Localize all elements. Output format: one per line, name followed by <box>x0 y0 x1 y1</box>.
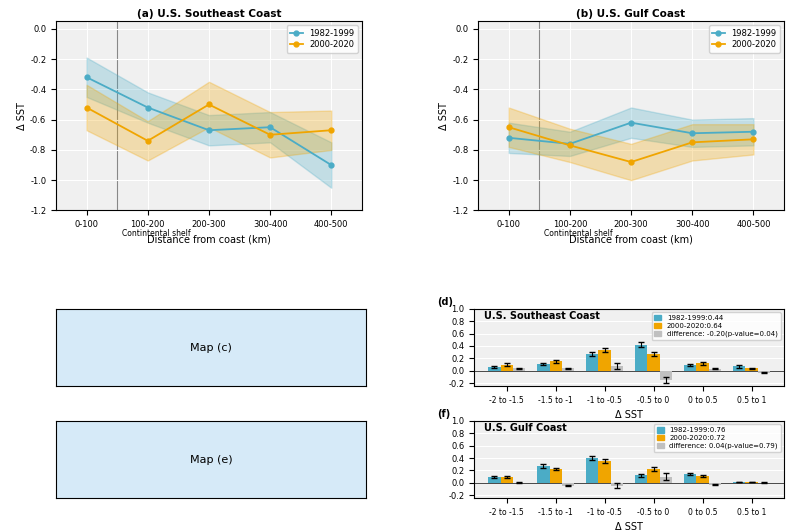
Legend: 1982-1999:0.76, 2000-2020:0.72, difference: 0.04(p-value=0.79): 1982-1999:0.76, 2000-2020:0.72, differen… <box>654 425 781 452</box>
Bar <box>488 477 501 483</box>
Text: U.S. Southeast Coast: U.S. Southeast Coast <box>483 311 599 321</box>
Text: Contintental shelf: Contintental shelf <box>122 229 190 239</box>
Bar <box>635 344 647 370</box>
Legend: 1982-1999, 2000-2020: 1982-1999, 2000-2020 <box>709 25 780 52</box>
Bar <box>610 483 623 486</box>
Bar <box>513 368 525 370</box>
Y-axis label: Δ SST: Δ SST <box>439 102 450 130</box>
Bar <box>746 482 758 483</box>
Bar <box>562 483 574 486</box>
Bar <box>550 469 562 483</box>
Title: (a) U.S. Southeast Coast: (a) U.S. Southeast Coast <box>137 9 281 19</box>
Bar <box>610 366 623 370</box>
Bar <box>538 364 550 370</box>
Bar <box>709 483 721 484</box>
Bar <box>647 354 660 370</box>
X-axis label: Δ SST: Δ SST <box>615 523 643 530</box>
Title: (b) U.S. Gulf Coast: (b) U.S. Gulf Coast <box>577 9 686 19</box>
Bar <box>733 482 746 483</box>
X-axis label: Distance from coast (km): Distance from coast (km) <box>569 235 693 245</box>
X-axis label: Δ SST: Δ SST <box>615 410 643 420</box>
Text: Contintental shelf: Contintental shelf <box>544 229 613 239</box>
Text: Map (e): Map (e) <box>190 455 232 465</box>
Bar <box>660 476 672 483</box>
Bar <box>684 474 697 483</box>
Bar <box>697 476 709 483</box>
Text: U.S. Gulf Coast: U.S. Gulf Coast <box>483 423 566 433</box>
Bar <box>562 368 574 370</box>
Bar <box>660 370 672 380</box>
Text: (d): (d) <box>437 297 453 307</box>
Bar <box>501 365 513 370</box>
Text: (f): (f) <box>437 409 450 419</box>
Bar <box>586 458 598 483</box>
Bar <box>709 369 721 370</box>
Bar <box>501 477 513 483</box>
Legend: 1982-1999, 2000-2020: 1982-1999, 2000-2020 <box>286 25 358 52</box>
Bar <box>550 361 562 370</box>
X-axis label: Distance from coast (km): Distance from coast (km) <box>147 235 271 245</box>
Bar <box>746 368 758 370</box>
Text: Map (c): Map (c) <box>190 342 232 352</box>
Bar <box>733 366 746 370</box>
Bar <box>586 354 598 370</box>
Bar <box>538 466 550 483</box>
Bar <box>598 350 610 370</box>
Bar <box>697 363 709 370</box>
Bar <box>598 461 610 483</box>
Bar <box>684 365 697 370</box>
Bar <box>758 370 770 373</box>
Bar <box>635 475 647 483</box>
Y-axis label: Δ SST: Δ SST <box>18 102 27 130</box>
Bar <box>647 469 660 483</box>
Bar <box>488 367 501 370</box>
Legend: 1982-1999:0.44, 2000-2020:0.64, difference: -0.20(p-value=0.04): 1982-1999:0.44, 2000-2020:0.64, differen… <box>651 312 781 340</box>
